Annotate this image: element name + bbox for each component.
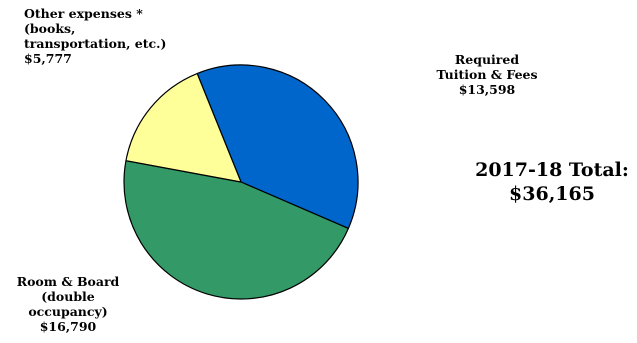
slice-label-tuition: Required Tuition & Fees $13,598: [432, 52, 542, 97]
slice-label-value: $13,598: [458, 82, 516, 97]
slice-label-line: (double: [41, 289, 95, 304]
slice-label-other-expenses: Other expenses * (books, transportation,…: [24, 6, 166, 66]
total-title: 2017-18 Total:: [475, 159, 629, 181]
pie-slice-tuition: [196, 64, 359, 229]
slice-label-room-board: Room & Board (double occupancy) $16,790: [8, 274, 128, 334]
total-value: $36,165: [509, 183, 595, 205]
total-cost-label: 2017-18 Total: $36,165: [468, 158, 636, 206]
slice-label-line: (books,: [24, 21, 76, 36]
slice-label-value: $5,777: [24, 51, 72, 66]
pie-slice-other-expenses: [125, 72, 242, 183]
slice-label-line: Room & Board: [16, 274, 120, 289]
slice-label-value: $16,790: [39, 319, 97, 334]
slice-label-line: transportation, etc.): [24, 36, 167, 51]
slice-label-line: Tuition & Fees: [436, 67, 538, 82]
slice-label-line: Other expenses *: [24, 6, 143, 21]
pie-slice-room-board: [123, 160, 350, 300]
slice-label-line: Required: [454, 52, 520, 67]
slice-label-line: occupancy): [28, 304, 108, 319]
